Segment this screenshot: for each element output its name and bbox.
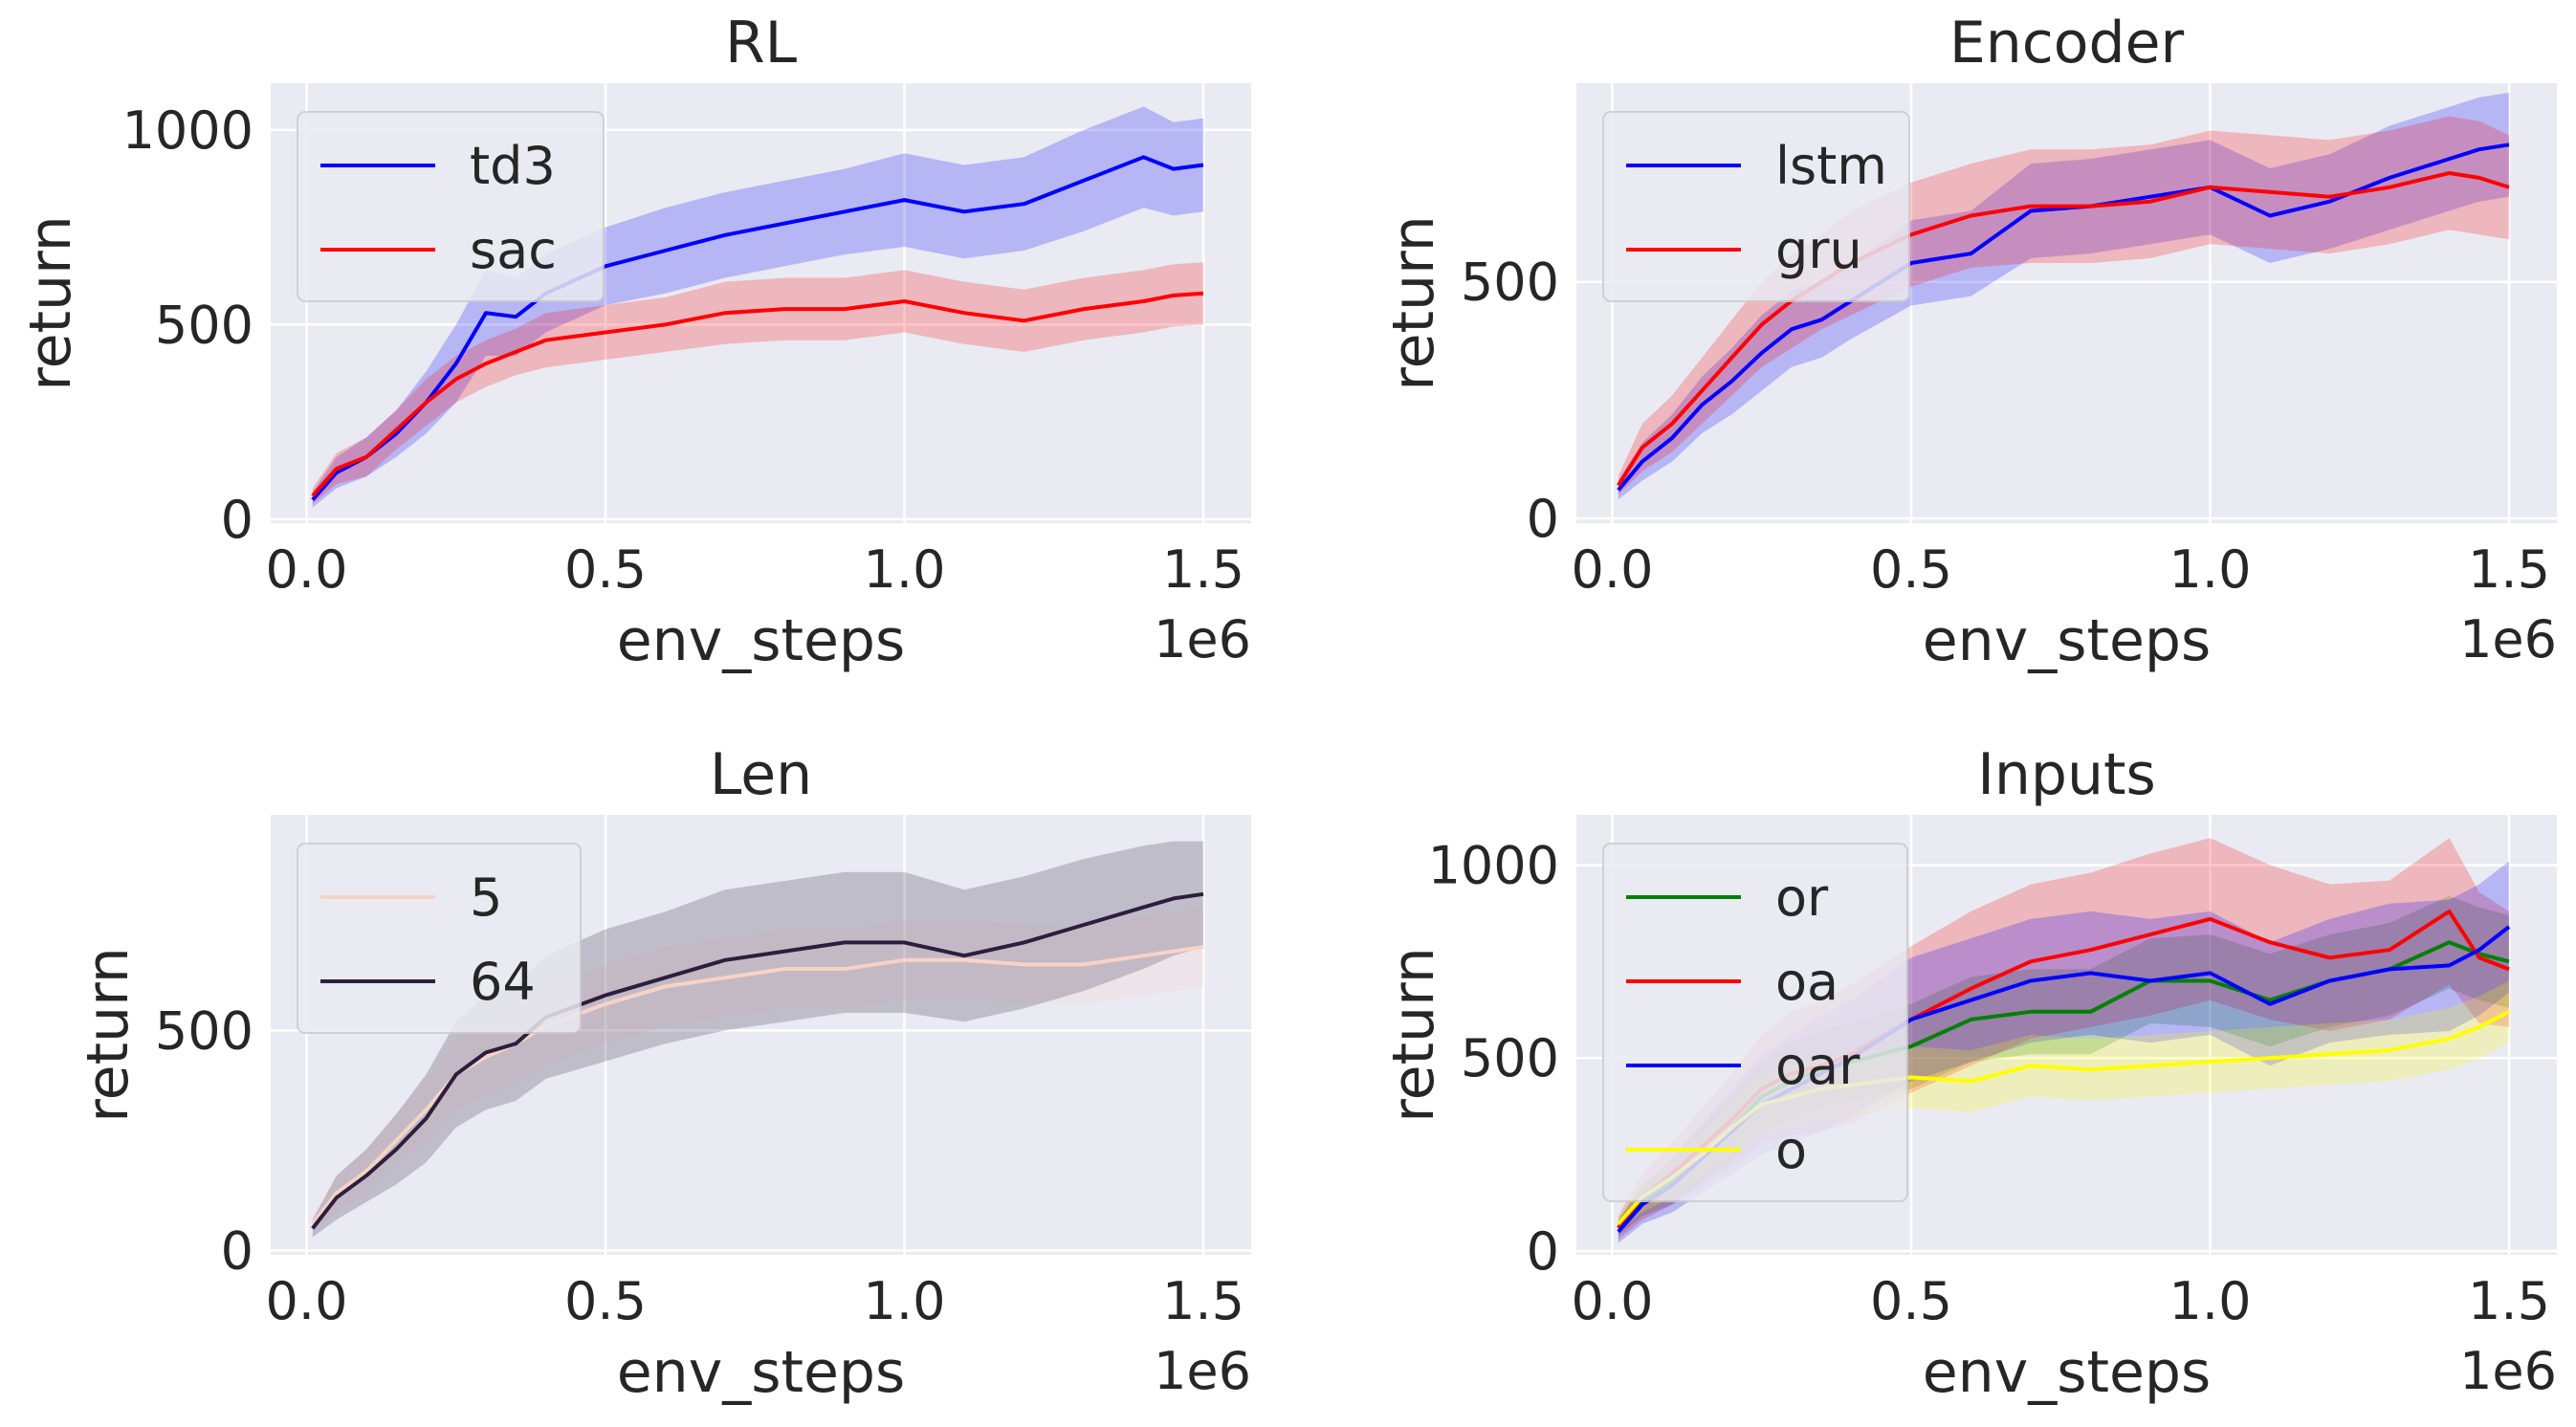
x-tick-label: 1.5 [1162, 539, 1244, 600]
panel-encoder: 0.0 0.5 1.0 1.5 0 500 1e6 Encoder env_steps retur… [1380, 10, 2557, 674]
x-tick-label: 1.0 [864, 539, 946, 600]
series-line-td3 [311, 155, 1204, 501]
series-line-64 [311, 891, 1204, 1230]
x-tick-label: 1.0 [2169, 539, 2252, 600]
x-tick-label: 0.5 [564, 539, 647, 600]
legend [297, 843, 582, 1034]
x-offset-label: 1e6 [2459, 1341, 2557, 1401]
series-band-64 [312, 841, 1203, 1238]
x-tick-label: 1.5 [2468, 539, 2550, 600]
series-line-lstm [1617, 143, 2510, 492]
legend [1602, 843, 1908, 1202]
y-tick-label: 500 [155, 1000, 253, 1061]
x-offset-label: 1e6 [1154, 609, 1251, 670]
x-tick-label: 0.0 [266, 539, 348, 600]
x-tick-label: 0.5 [564, 1271, 647, 1331]
y-tick-label: 1000 [122, 100, 253, 161]
legend-label-o: o [1775, 1120, 1807, 1180]
chart-title: RL [725, 10, 798, 77]
series-band-sac [312, 262, 1203, 504]
series-line-5 [311, 945, 1204, 1226]
x-axis-label: env_steps [1923, 607, 2212, 674]
x-tick-label: 1.5 [2468, 1271, 2550, 1331]
series-band-td3 [312, 106, 1203, 508]
series-layer [311, 841, 1204, 1238]
x-tick-label: 1.0 [2169, 1271, 2252, 1331]
y-tick-label: 1000 [1428, 835, 1559, 895]
x-tick-label: 0.0 [266, 1271, 348, 1331]
legend-label-or: or [1775, 867, 1829, 928]
x-axis-label: env_steps [1923, 1339, 2212, 1406]
y-tick-label: 0 [1527, 1221, 1559, 1282]
series-band-or [1618, 895, 2509, 1236]
y-axis-label: return [1380, 947, 1447, 1122]
chart-title: Inputs [1977, 741, 2156, 808]
y-tick-label: 500 [1461, 252, 1559, 313]
legend-label-sac: sac [470, 220, 557, 280]
x-offset-label: 1e6 [2459, 609, 2557, 670]
y-tick-label: 0 [221, 490, 253, 550]
legend [297, 111, 605, 302]
series-layer [1617, 92, 2510, 500]
legend-label-td3: td3 [470, 136, 556, 196]
legend-label-64: 64 [470, 952, 536, 1012]
y-axis-label: return [75, 947, 142, 1122]
series-line-gru [1617, 171, 2510, 487]
y-tick-label: 0 [221, 1220, 253, 1281]
y-axis-label: return [1380, 215, 1447, 390]
legend-label-oa: oa [1775, 952, 1838, 1012]
legend-label-gru: gru [1775, 220, 1862, 280]
series-band-o [1618, 980, 2509, 1232]
x-tick-label: 0.0 [1572, 1271, 1654, 1331]
series-band-5 [312, 907, 1203, 1233]
legend-label-5: 5 [470, 867, 502, 928]
x-tick-label: 0.0 [1572, 539, 1654, 600]
x-tick-label: 0.5 [1870, 1271, 1952, 1331]
panel-len: 0.0 0.5 1.0 1.5 0 500 1e6 Len env_steps return 5 64 [75, 741, 1251, 1406]
y-tick-label: 500 [1461, 1028, 1559, 1088]
legend-label-oar: oar [1775, 1036, 1860, 1096]
x-tick-label: 1.0 [864, 1271, 946, 1331]
series-band-oa [1618, 838, 2509, 1240]
y-tick-label: 500 [155, 295, 253, 355]
series-layer [311, 106, 1204, 508]
y-tick-label: 0 [1527, 489, 1559, 549]
legend [1602, 111, 1910, 302]
chart-title: Encoder [1949, 10, 2185, 77]
x-tick-label: 0.5 [1870, 539, 1952, 600]
x-offset-label: 1e6 [1154, 1341, 1251, 1401]
panel-inputs: 0.0 0.5 1.0 1.5 0 500 1000 1e6 Inputs env_steps re… [1380, 741, 2557, 1406]
legend-label-lstm: lstm [1775, 136, 1887, 196]
chart-title: Len [710, 741, 812, 808]
panel-rl: 0.0 0.5 1.0 1.5 0 500 1000 1e6 RL env_steps return… [17, 10, 1251, 674]
x-axis-label: env_steps [617, 1339, 906, 1406]
series-band-oar [1618, 861, 2509, 1243]
x-axis-label: env_steps [617, 607, 906, 674]
y-axis-label: return [17, 215, 84, 390]
series-line-sac [311, 291, 1204, 497]
x-tick-label: 1.5 [1162, 1271, 1244, 1331]
